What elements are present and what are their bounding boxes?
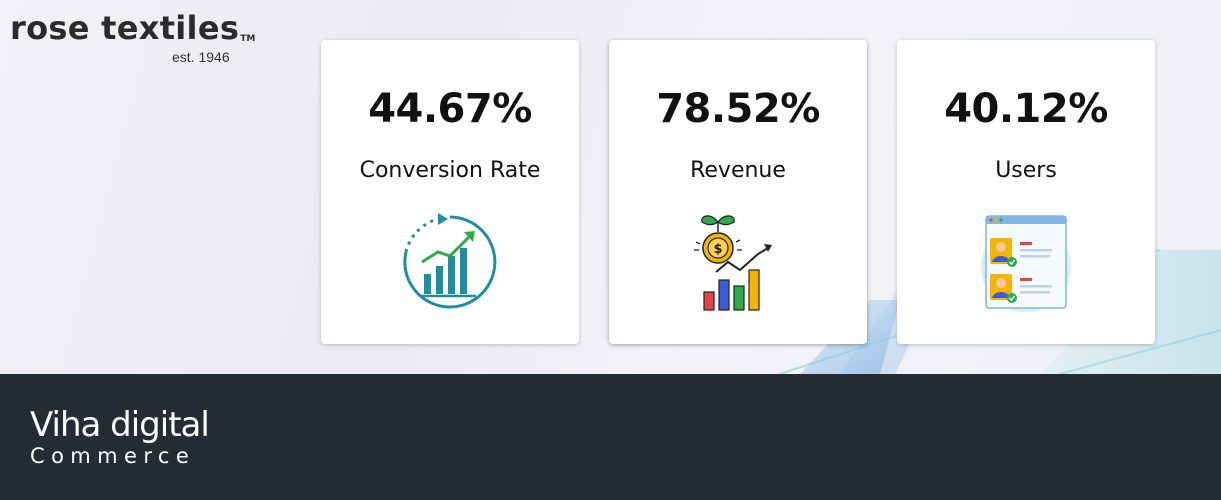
footer-bar: Viha digital Commerce [0, 374, 1221, 500]
metric-card-conversion-rate: 44.67% Conversion Rate [321, 40, 579, 344]
growth-chart-icon [403, 213, 497, 309]
hero-banner: rose textilesTM est. 1946 44.67% Convers… [0, 0, 1221, 374]
metric-label: Users [995, 158, 1057, 183]
brand-trademark: TM [240, 34, 256, 44]
metric-label: Conversion Rate [359, 158, 541, 183]
metric-label: Revenue [690, 158, 786, 183]
revenue-chart-icon: $ [694, 215, 772, 311]
footer-logo-line2: Commerce [30, 444, 196, 468]
footer-logo: Viha digital Commerce [30, 405, 210, 468]
brand-logo: rose textilesTM est. 1946 [10, 8, 256, 65]
users-profile-icon [981, 215, 1071, 312]
brand-name: rose textiles [10, 9, 240, 47]
brand-established: est. 1946 [172, 49, 230, 65]
metric-value: 78.52% [656, 86, 820, 132]
metric-value: 44.67% [368, 86, 532, 132]
metric-card-users: 40.12% Users [897, 40, 1155, 344]
metric-value: 40.12% [944, 86, 1108, 132]
metric-card-revenue: 78.52% Revenue $ [609, 40, 867, 344]
footer-logo-line1: Viha digital [30, 405, 210, 445]
svg-text:$: $ [713, 242, 722, 257]
